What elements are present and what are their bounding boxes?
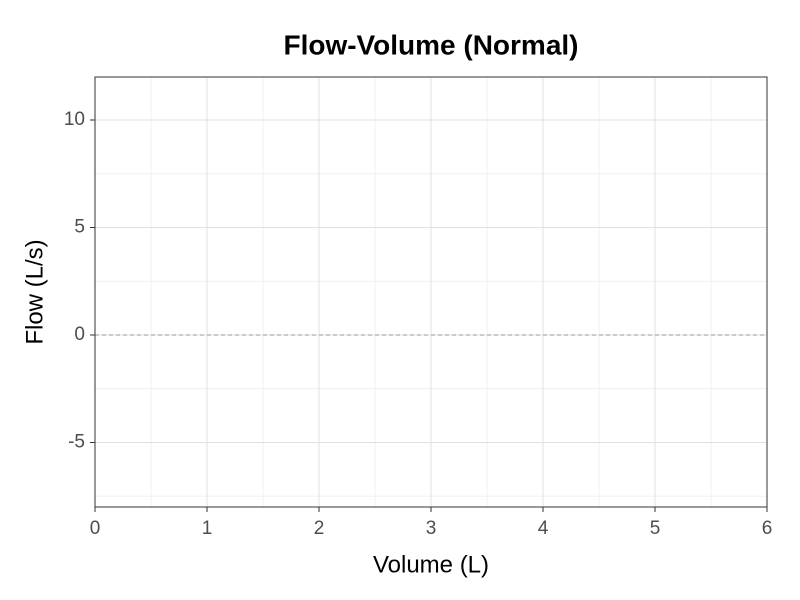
x-tick-label: 2 [314, 518, 325, 539]
y-tick-label: 10 [64, 109, 85, 130]
x-axis-title: Volume (L) [373, 551, 489, 578]
x-tick-label: 0 [90, 518, 101, 539]
chart-title: Flow-Volume (Normal) [283, 29, 578, 60]
x-tick-label: 5 [650, 518, 661, 539]
y-axis-title: Flow (L/s) [21, 239, 48, 344]
panel-border [94, 76, 768, 508]
x-tick-label: 6 [762, 518, 773, 539]
x-tick-label: 4 [538, 518, 549, 539]
x-tick-label: 3 [426, 518, 437, 539]
x-tick-label: 1 [202, 518, 213, 539]
y-tick-label: -5 [68, 432, 85, 453]
y-tick-label: 5 [74, 217, 85, 238]
y-tick-label: 0 [74, 324, 85, 345]
